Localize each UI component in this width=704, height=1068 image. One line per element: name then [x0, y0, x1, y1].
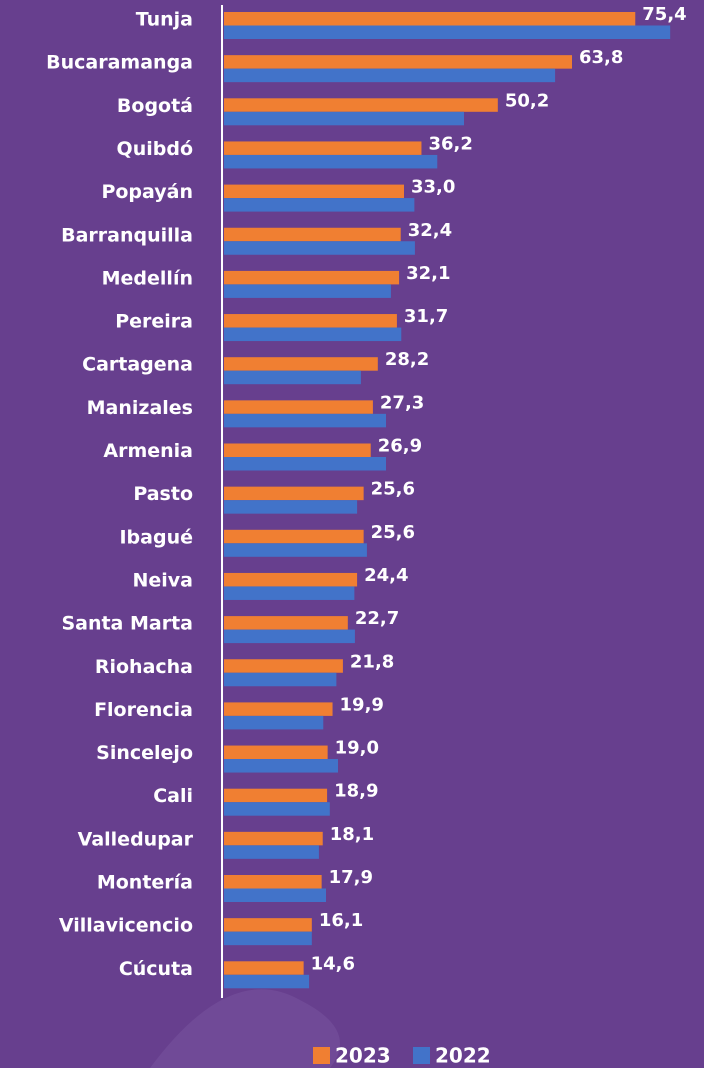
bar [224, 55, 572, 69]
bar [224, 370, 361, 385]
value-label: 18,9 [334, 781, 378, 802]
value-label: 32,1 [406, 263, 450, 284]
bar [224, 616, 348, 630]
value-label: 26,9 [378, 436, 422, 457]
value-label: 25,6 [371, 479, 415, 500]
bar [224, 284, 391, 298]
value-label: 36,2 [428, 133, 472, 154]
category-label: Medellín [102, 267, 193, 289]
bar [224, 400, 373, 414]
bar [224, 457, 386, 471]
value-label: 33,0 [411, 177, 455, 198]
value-label: 27,3 [380, 392, 424, 413]
bar [224, 629, 355, 644]
category-label: Florencia [94, 699, 193, 721]
category-label: Bogotá [117, 95, 193, 117]
value-label: 25,6 [371, 522, 415, 543]
category-label: Barranquilla [61, 224, 193, 246]
category-label: Tunja [136, 9, 193, 31]
category-label: Cúcuta [119, 958, 193, 980]
category-label: Villavicencio [59, 915, 193, 937]
category-label: Pereira [115, 311, 193, 333]
bar [224, 529, 364, 544]
category-label: Cartagena [82, 354, 193, 376]
bar [224, 184, 404, 199]
bar [224, 931, 312, 946]
category-label: Pasto [133, 483, 193, 505]
category-label: Popayán [101, 181, 193, 203]
category-label: Bucaramanga [46, 52, 193, 74]
bar [224, 543, 367, 557]
category-label: Valledupar [78, 828, 194, 850]
value-label: 24,4 [364, 565, 408, 586]
bar [224, 443, 371, 457]
category-label: Manizales [87, 397, 193, 419]
legend-swatch [313, 1047, 330, 1064]
category-label: Montería [97, 872, 193, 894]
bar [224, 12, 636, 26]
value-label: 19,0 [335, 738, 379, 759]
value-label: 21,8 [350, 651, 394, 672]
category-label: Armenia [103, 440, 193, 462]
bar [224, 831, 323, 846]
bar [224, 759, 338, 773]
value-label: 14,6 [311, 953, 355, 974]
bar [224, 314, 397, 328]
category-label: Cali [153, 785, 193, 807]
bar [224, 961, 304, 975]
category-label: Riohacha [95, 656, 193, 678]
bar [224, 357, 378, 371]
bar [224, 802, 330, 816]
value-label: 16,1 [319, 910, 363, 931]
category-label: Neiva [132, 569, 193, 591]
bar [224, 111, 464, 126]
category-label: Quibdó [117, 138, 193, 160]
bar [224, 572, 358, 587]
bar [224, 500, 358, 514]
bar [224, 327, 402, 342]
bar [224, 413, 386, 428]
legend-label: 2023 [335, 1044, 391, 1068]
bar [224, 715, 324, 730]
bar [224, 25, 671, 39]
category-label: Ibagué [119, 526, 193, 548]
value-label: 75,4 [642, 4, 686, 25]
bar [224, 241, 415, 255]
category-label: Sincelejo [96, 742, 193, 764]
value-label: 19,9 [340, 694, 384, 715]
legend-label: 2022 [435, 1044, 491, 1068]
bar [224, 270, 400, 285]
bar [224, 745, 328, 760]
value-label: 18,1 [330, 824, 374, 845]
decoration [150, 989, 340, 1068]
value-label: 31,7 [404, 306, 448, 327]
bar [224, 586, 355, 600]
value-label: 22,7 [355, 608, 399, 629]
category-label: Santa Marta [61, 613, 193, 635]
value-label: 17,9 [329, 867, 373, 888]
bar [224, 68, 556, 83]
value-label: 50,2 [505, 90, 549, 111]
bar [224, 845, 319, 859]
value-label: 32,4 [408, 220, 452, 241]
bar [224, 974, 310, 989]
bar [224, 672, 337, 687]
bar [224, 918, 312, 932]
bar [224, 198, 415, 212]
bar [224, 702, 333, 716]
value-label: 28,2 [385, 349, 429, 370]
bar [224, 788, 328, 803]
bar [224, 98, 498, 112]
value-label: 63,8 [579, 47, 623, 68]
bar [224, 659, 343, 673]
bar [224, 141, 422, 155]
bar [224, 888, 326, 902]
bar [224, 486, 364, 501]
bar [224, 875, 322, 889]
bar [224, 227, 401, 242]
bar [224, 154, 438, 169]
legend-swatch [413, 1047, 430, 1064]
